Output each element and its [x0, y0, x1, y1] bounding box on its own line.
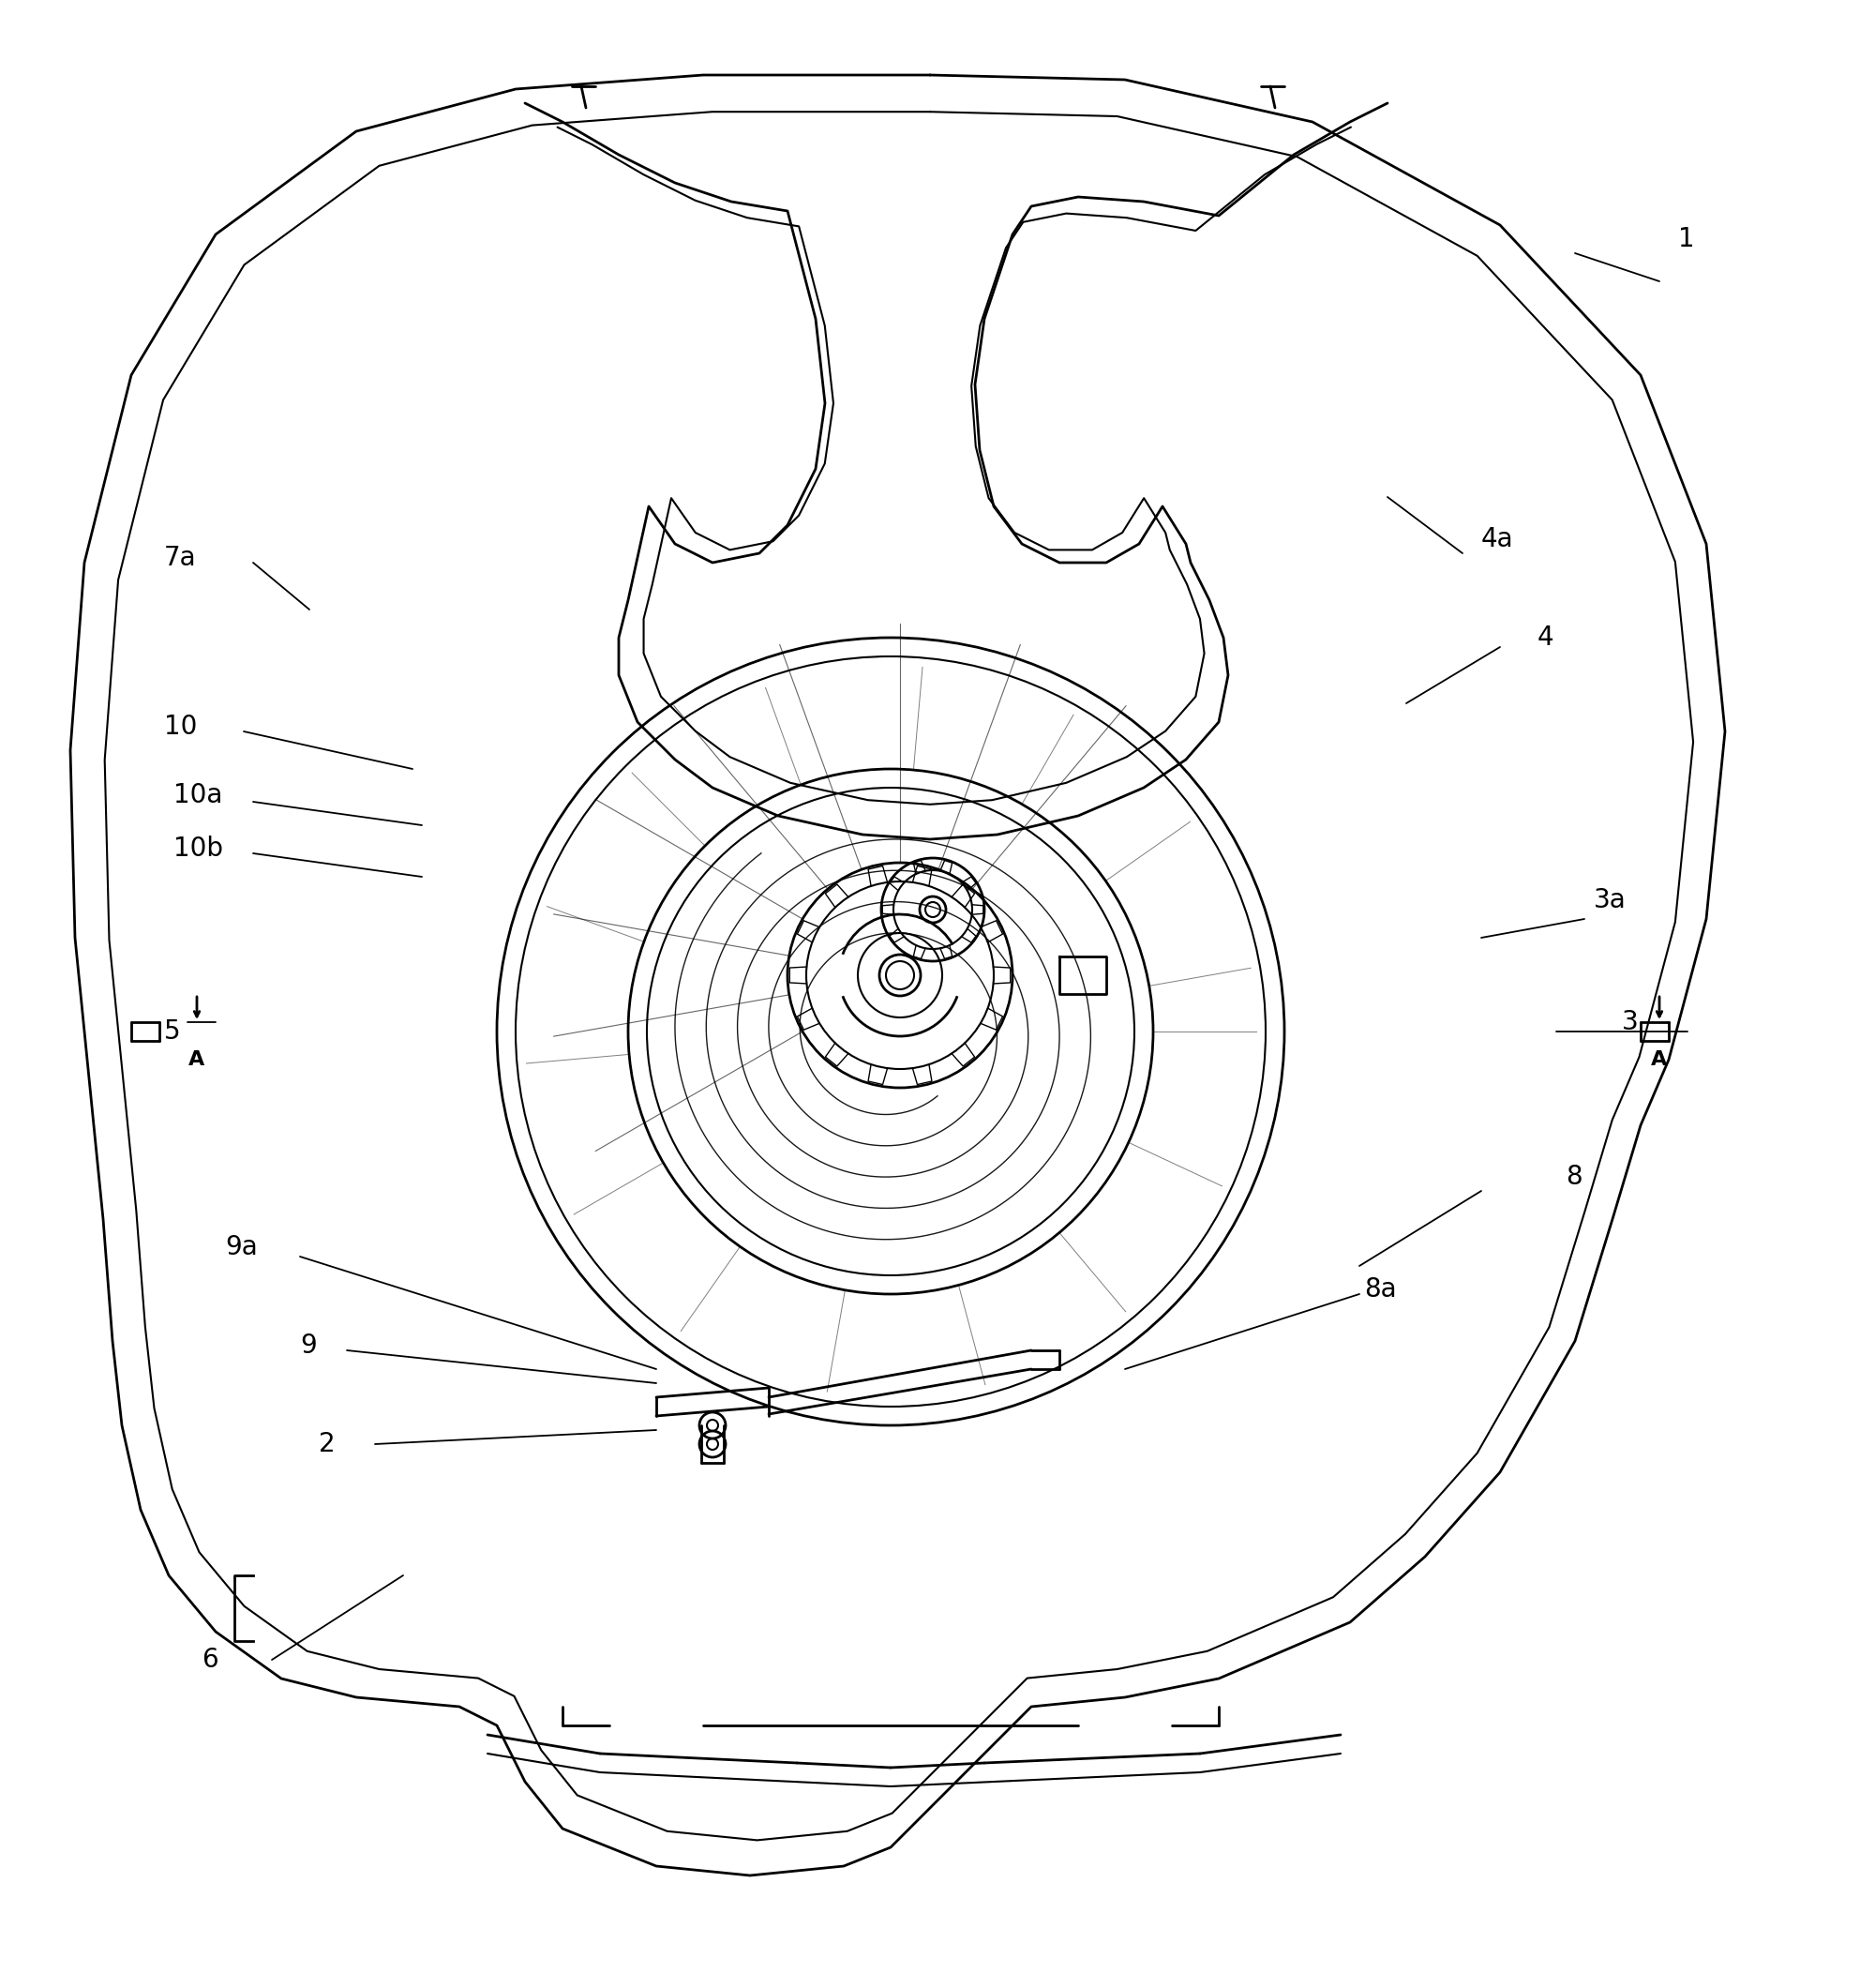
Text: A: A: [1652, 1050, 1667, 1070]
Circle shape: [919, 897, 947, 922]
Text: 3: 3: [1622, 1010, 1639, 1036]
Text: 10a: 10a: [173, 781, 223, 809]
Text: 5: 5: [164, 1018, 180, 1044]
Text: 9: 9: [299, 1332, 316, 1358]
Text: 10: 10: [164, 714, 197, 740]
Text: 7a: 7a: [164, 545, 197, 571]
Text: 10b: 10b: [173, 835, 223, 861]
Text: 1: 1: [1678, 227, 1694, 252]
Text: 4: 4: [1538, 624, 1553, 650]
Text: 9a: 9a: [225, 1235, 257, 1260]
Circle shape: [880, 954, 921, 996]
Text: 2: 2: [318, 1431, 335, 1457]
Text: 3a: 3a: [1594, 887, 1626, 912]
Text: 8a: 8a: [1363, 1276, 1397, 1302]
Text: 8: 8: [1566, 1163, 1583, 1191]
Text: 4a: 4a: [1481, 527, 1514, 553]
Text: 6: 6: [201, 1646, 218, 1674]
Text: A: A: [188, 1050, 205, 1070]
